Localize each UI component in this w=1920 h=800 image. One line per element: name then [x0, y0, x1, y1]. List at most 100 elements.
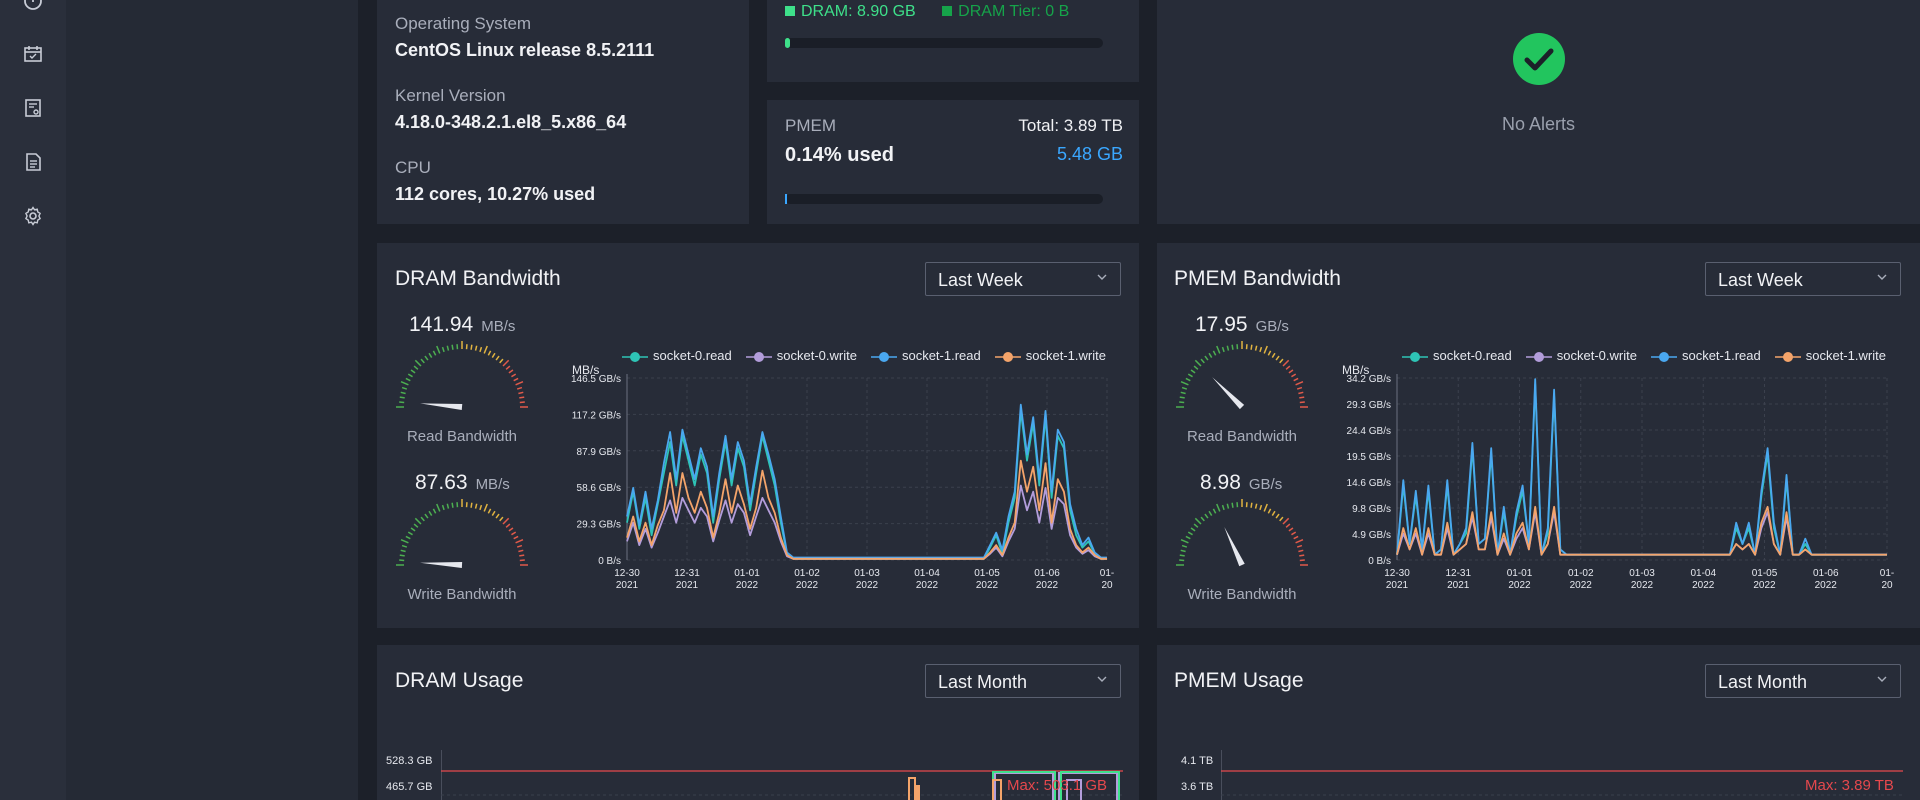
gear-icon[interactable] — [22, 205, 44, 227]
gauge-tick — [414, 517, 422, 525]
gauge-tick — [1187, 373, 1193, 378]
gauge-tick — [1291, 531, 1297, 536]
dram-usage-range-value: Last Month — [938, 672, 1028, 692]
gauge-tick — [1298, 549, 1304, 553]
dram-usage-range-select[interactable]: Last Month — [925, 664, 1121, 698]
y-tick-label: 0 B/s — [1368, 556, 1391, 567]
gauge-tick — [446, 503, 450, 509]
y-tick-label: 29.3 GB/s — [577, 520, 621, 531]
gauge-tick — [508, 369, 514, 374]
server-report-icon[interactable] — [22, 97, 44, 119]
x-tick-label: 2022 — [1815, 580, 1838, 591]
gauge-needle — [420, 562, 463, 568]
gauge-tick — [401, 386, 408, 390]
legend-item-s1r[interactable]: socket-1.read — [1650, 348, 1761, 363]
gauge-tick — [516, 386, 523, 390]
pmem-bandwidth-range-select[interactable]: Last Week — [1705, 262, 1901, 296]
gauge-tick — [518, 391, 524, 395]
gauge-tick — [1296, 386, 1303, 390]
no-alerts-text: No Alerts — [1501, 114, 1576, 134]
gauge-tick — [446, 345, 450, 351]
gauge-tick — [1271, 352, 1276, 358]
gauge-needle — [420, 403, 463, 410]
dram-bandwidth-range-select[interactable]: Last Week — [925, 262, 1121, 296]
gauge-tick — [424, 355, 429, 361]
gauge-tick — [451, 502, 454, 508]
gauge-tick — [1179, 554, 1185, 557]
gauge-tick — [1221, 504, 1225, 511]
gauge-tick — [1190, 527, 1196, 532]
calendar-icon[interactable] — [22, 43, 44, 65]
gauge-tick — [491, 510, 496, 516]
y-tick-label: 9.8 GB/s — [1352, 504, 1391, 515]
pmem-used-percent: 0.14% used — [785, 144, 894, 166]
dram-write-label: Write Bandwidth — [407, 586, 517, 603]
gauge-tick — [495, 513, 500, 519]
gauge-tick — [479, 346, 483, 353]
x-tick-label: 01-03 — [1629, 568, 1655, 579]
gauge-tick — [1285, 523, 1291, 528]
gauge-tick — [1180, 549, 1186, 553]
gauge-tick — [1288, 527, 1294, 532]
gauge-tick — [405, 377, 411, 382]
legend-item-s0r[interactable]: socket-0.read — [1402, 348, 1512, 363]
info-icon[interactable] — [22, 0, 44, 12]
gauge-tick — [1293, 377, 1299, 382]
gauge-tick — [1285, 365, 1291, 370]
gauge-tick — [470, 344, 473, 350]
gauge-tick — [495, 355, 500, 361]
pmem-write-label: Write Bandwidth — [1187, 586, 1297, 603]
gauge-tick — [441, 346, 445, 353]
x-tick-label: 2022 — [976, 580, 999, 591]
gauge-tick — [413, 365, 419, 370]
dram-summary-card: DRAM: 8.90 GB DRAM Tier: 0 B — [767, 0, 1139, 82]
legend-item-s1w[interactable]: socket-1.write — [994, 348, 1106, 363]
gauge-tick — [436, 345, 441, 354]
legend-item-s1w[interactable]: socket-1.write — [1774, 348, 1886, 363]
gauge-tick — [1194, 359, 1202, 367]
gauge-tick — [400, 549, 406, 553]
pmem-write-unit: GB/s — [1248, 476, 1283, 493]
gauge-tick — [400, 381, 409, 386]
gauge-tick — [407, 373, 413, 378]
gauge-tick — [1204, 355, 1209, 361]
gauge-tick — [1212, 508, 1217, 514]
gauge-tick — [1194, 517, 1202, 525]
dram-legend-swatch — [785, 6, 795, 16]
legend-item-s0w[interactable]: socket-0.write — [1525, 348, 1637, 363]
pmem-usage-ytick: 4.1 TB — [1181, 755, 1214, 767]
legend-item-s0r[interactable]: socket-0.read — [622, 348, 732, 363]
pmem-usage-title: PMEM Usage — [1174, 669, 1304, 692]
legend-item-s1r[interactable]: socket-1.read — [870, 348, 981, 363]
gauge-tick — [515, 539, 524, 544]
gauge-tick — [407, 531, 413, 536]
side-navigation — [66, 0, 358, 800]
y-tick-label: 29.3 GB/s — [1347, 400, 1391, 411]
legend-item-s0w[interactable]: socket-0.write — [745, 348, 857, 363]
gauge-tick — [1279, 358, 1284, 364]
document-icon[interactable] — [22, 151, 44, 173]
dram-usage-card: DRAM Usage Last Month 528.3 GB 465.7 GB … — [377, 645, 1139, 800]
dram-legend: DRAM: 8.90 GB — [801, 3, 916, 20]
chevron-down-icon — [1877, 676, 1887, 682]
pmem-usage-bar-fill — [785, 194, 787, 204]
gauge-tick — [1295, 381, 1304, 386]
pmem-usage-bar — [785, 194, 1103, 204]
dram-usage-max-label: Max: 503.1 GB — [1007, 777, 1108, 794]
dram-usage-title: DRAM Usage — [395, 669, 524, 692]
x-tick-label: 01-06 — [1813, 568, 1839, 579]
gauge-tick — [399, 396, 405, 399]
x-tick-label: 2022 — [1753, 580, 1776, 591]
x-tick-label: 01- — [1100, 568, 1114, 579]
pmem-usage-range-select[interactable]: Last Month — [1705, 664, 1901, 698]
x-tick-label: 12-31 — [1445, 568, 1471, 579]
gauge-tick — [515, 381, 524, 386]
gauge-tick — [1263, 345, 1268, 354]
gauge-tick — [400, 539, 409, 544]
gauge-tick — [1267, 508, 1272, 514]
gauge-tick — [1282, 517, 1290, 525]
x-tick-label: 20 — [1881, 580, 1893, 591]
os-label: Operating System — [395, 14, 532, 33]
gauge-tick — [1263, 503, 1268, 512]
gauge-tick — [1208, 352, 1213, 358]
